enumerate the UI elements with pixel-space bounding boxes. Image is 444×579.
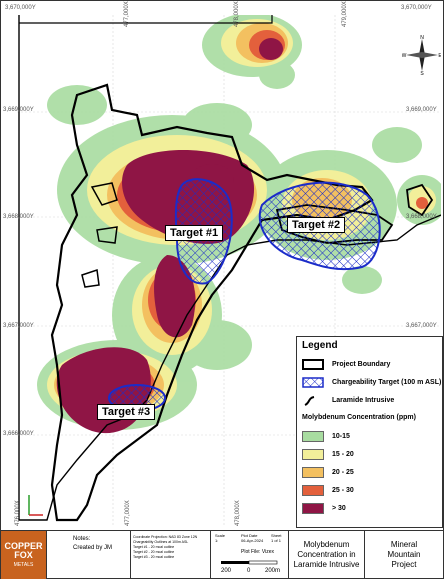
class-swatch <box>302 503 324 514</box>
legend-class-20-25: 20 - 25 <box>302 467 354 478</box>
north-arrow-icon: N E S W <box>402 35 441 77</box>
title-block: COPPER FOX METALS Notes: Created by JM C… <box>1 530 443 579</box>
svg-text:200m: 200m <box>265 568 280 574</box>
projection-notes-cell: Coordinate Projection: NAD 83 Zone 12N C… <box>131 531 211 579</box>
class-swatch <box>302 431 324 442</box>
legend-item-label: Laramide Intrusive <box>332 397 395 404</box>
class-swatch <box>302 485 324 496</box>
laramide-swatch <box>304 396 315 406</box>
anomaly-map <box>17 15 441 527</box>
coord-top-478: 478,000X <box>234 1 240 27</box>
svg-text:S: S <box>420 71 424 75</box>
coord-right-3667: 3,667,000Y <box>406 323 437 329</box>
project-name-cell: Mineral Mountain Project <box>387 540 421 569</box>
svg-text:E: E <box>438 53 441 59</box>
legend-class-25-30: 25 - 30 <box>302 485 354 496</box>
legend-class-10-15: 10-15 <box>302 431 350 442</box>
legend-item-label: Chargeability Target (100 m ASL) <box>332 379 442 386</box>
chargeability-swatch <box>302 377 324 388</box>
intrusive-outline-small <box>81 182 118 288</box>
project-boundary-swatch <box>302 359 324 370</box>
coord-bottom-478: 478,000X <box>235 500 241 526</box>
coord-left-3667: 3,667,000Y <box>3 323 34 329</box>
legend-class-15-20: 15 - 20 <box>302 449 354 460</box>
coord-left-3669: 3,669,000Y <box>3 107 34 113</box>
coord-top-479: 479,000X <box>342 1 348 27</box>
scale-bar: 200 0 200m <box>221 560 280 574</box>
legend-item-project-boundary: Project Boundary <box>302 359 390 370</box>
map-legend: Legend Project Boundary Chargeability Ta… <box>296 336 443 528</box>
map-canvas: Target #1 Target #2 Target #3 N E S W <box>17 15 441 527</box>
legend-item-label: Project Boundary <box>332 361 391 368</box>
svg-text:0: 0 <box>247 568 251 574</box>
legend-title: Legend <box>302 340 338 351</box>
project-boundary-top <box>19 15 273 24</box>
legend-concentration-title: Molybdenum Concentration (ppm) <box>302 414 416 421</box>
coord-right-3668: 3,668,000Y <box>406 214 437 220</box>
svg-text:W: W <box>402 53 407 59</box>
coord-left-3666: 3,666,000Y <box>3 431 34 437</box>
svg-text:N: N <box>420 35 424 41</box>
coord-top-477: 477,000X <box>124 1 130 27</box>
company-logo: COPPER FOX METALS <box>1 531 47 579</box>
coord-bottom-476: 476,000X <box>15 500 21 526</box>
legend-item-chargeability: Chargeability Target (100 m ASL) <box>302 377 441 388</box>
coord-right-3669: 3,669,000Y <box>406 107 437 113</box>
map-title-cell: Molybdenum Concentration in Laramide Int… <box>289 531 365 579</box>
target-2-label: Target #2 <box>287 217 346 233</box>
intrusive-outline-far-east <box>406 183 434 217</box>
target-3-label: Target #3 <box>97 404 156 420</box>
coord-top-left: 3,670,000Y <box>5 5 36 11</box>
laramide-intrusive-outline <box>50 83 374 522</box>
legend-class-over-30: > 30 <box>302 503 346 514</box>
coord-bottom-477: 477,000X <box>125 500 131 526</box>
svg-text:200: 200 <box>221 568 232 574</box>
coord-left-3668: 3,668,000Y <box>3 214 34 220</box>
target-1-label: Target #1 <box>165 225 224 241</box>
notes-cell: Notes: Created by JM <box>47 531 131 579</box>
coord-top-right: 3,670,000Y <box>401 5 432 11</box>
class-swatch <box>302 467 324 478</box>
plot-info-cell: Scale 1: Plot Date 06-Apr-2024 Sheet 1 o… <box>211 531 289 579</box>
class-swatch <box>302 449 324 460</box>
legend-item-laramide: Laramide Intrusive <box>302 395 394 406</box>
